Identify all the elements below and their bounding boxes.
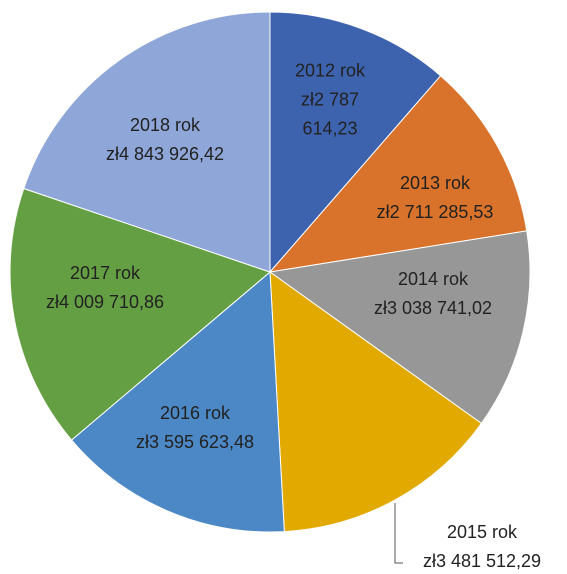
data-label: 2018 rok zł4 843 926,42 bbox=[106, 111, 224, 169]
value-label: zł3 481 512,29 bbox=[422, 551, 542, 571]
data-label: 2016 rok zł3 595 623,48 bbox=[136, 399, 254, 457]
category-label: 2016 rok bbox=[159, 403, 231, 423]
pie-slice bbox=[23, 11, 271, 273]
pie-slice bbox=[269, 270, 483, 533]
pie-slice bbox=[268, 230, 531, 425]
value-label: zł3 595 623,48 bbox=[135, 432, 255, 452]
value-label: zł4 843 926,42 bbox=[105, 144, 225, 164]
pie-slice bbox=[269, 11, 442, 274]
category-label: 2014 rok bbox=[397, 269, 469, 289]
leader-line bbox=[394, 503, 403, 564]
data-label: 2015 rok zł3 481 512,29 bbox=[423, 518, 541, 574]
value-label: zł4 009 710,86 bbox=[45, 292, 165, 312]
category-label: 2013 rok bbox=[399, 173, 471, 193]
data-label: 2012 rok zł2 787 614,23 bbox=[275, 57, 385, 144]
pie-slice bbox=[70, 270, 285, 533]
value-label: zł3 038 741,02 bbox=[373, 298, 493, 318]
category-label: 2012 rok bbox=[294, 60, 366, 81]
pie-slice bbox=[9, 187, 271, 441]
data-label: 2013 rok zł2 711 285,53 bbox=[377, 169, 494, 227]
category-label: 2018 rok bbox=[129, 115, 201, 135]
pie-slice bbox=[268, 75, 528, 273]
category-label: 2017 rok bbox=[69, 263, 141, 283]
value-label: zł2 711 285,53 bbox=[376, 202, 494, 222]
data-label: 2014 rok zł3 038 741,02 bbox=[374, 265, 492, 323]
data-label: 2017 rok zł4 009 710,86 bbox=[46, 259, 164, 317]
value-label: zł2 787 614,23 bbox=[300, 89, 360, 139]
category-label: 2015 rok bbox=[446, 522, 518, 542]
